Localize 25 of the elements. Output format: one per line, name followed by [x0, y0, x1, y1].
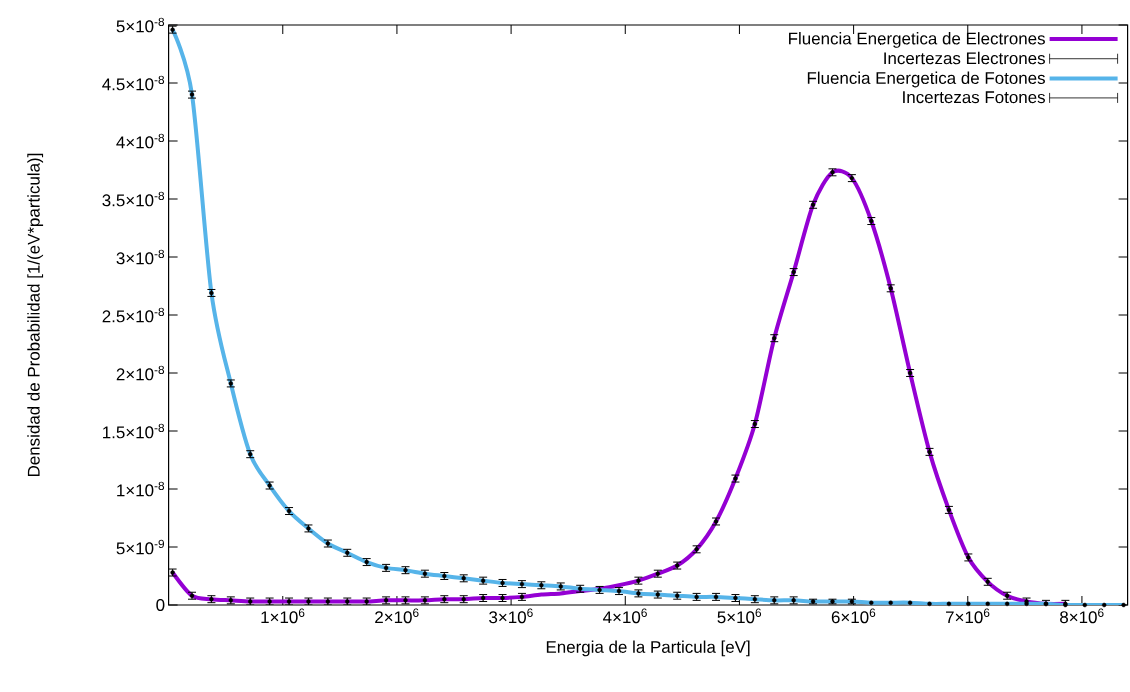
x-tick-label: 1×10$^{6}$: [261, 608, 305, 624]
y-tick-label: 3×10$^{-8}$: [116, 249, 165, 265]
x-tick-label: 8×10$^{6}$: [1060, 608, 1104, 624]
y-tick-label: 4.5×10$^{-8}$: [102, 75, 165, 91]
y-tick-label: 0: [156, 599, 165, 611]
y-tick-label: 5×10$^{-8}$: [116, 17, 165, 33]
legend-label: Incertezas Electrones: [884, 51, 1045, 65]
y-tick-label: 1.5×10$^{-8}$: [103, 423, 165, 439]
y-axis-title: Densidad de Probabilidad [1/(eV*particula)]: [27, 153, 44, 477]
y-tick-label: 3.5×10$^{-8}$: [102, 191, 165, 207]
x-tick-label: 2×10$^{6}$: [375, 608, 419, 624]
x-tick-label: 4×10$^{6}$: [603, 608, 647, 624]
legend-label: Incertezas Fotones: [903, 91, 1045, 104]
legend-label: Fluencia Energetica de Fotones: [807, 71, 1045, 88]
y-tick-label: 4×10$^{-8}$: [116, 133, 165, 149]
y-tick-label: 5×10$^{-9}$: [116, 539, 165, 555]
x-axis-title: Energia de la Particula [eV]: [546, 640, 750, 657]
x-tick-label: 6×10$^{6}$: [831, 608, 876, 624]
y-tick-label: 2×10$^{-8}$: [116, 365, 165, 381]
legend-label: Fluencia Energetica de Electrones: [789, 32, 1045, 48]
y-tick-label: 2.5×10$^{-8}$: [102, 307, 165, 323]
x-tick-label: 5×10$^{6}$: [717, 608, 762, 624]
x-tick-label: 7×10$^{6}$: [946, 608, 990, 624]
y-tick-label: 1×10$^{-8}$: [117, 481, 165, 497]
x-tick-label: 3×10$^{6}$: [489, 608, 533, 624]
